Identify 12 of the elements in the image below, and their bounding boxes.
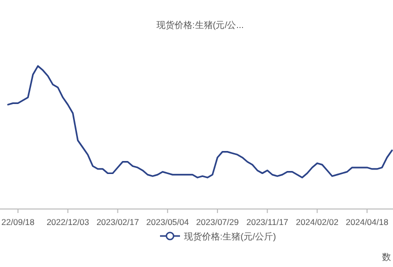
x-tick-label: 2023/02/17 [96,217,140,227]
chart-title: 现货价格:生猪(元/公... [156,20,244,30]
x-tick-label: 2022/12/03 [46,217,90,227]
legend: 现货价格:生猪(元/公斤) [160,232,276,242]
x-tick-label: 2023/05/04 [146,217,190,227]
x-tick-label: 2023/07/29 [196,217,239,227]
x-tick-label: 2023/11/17 [246,217,289,227]
legend-label: 现货价格:生猪(元/公斤) [184,232,276,242]
x-tick-label: 2024/04/18 [346,217,389,227]
x-tick-label: 2024/02/02 [296,217,339,227]
x-tick-label: 22/09/18 [1,217,35,227]
text: 数 [382,252,391,262]
